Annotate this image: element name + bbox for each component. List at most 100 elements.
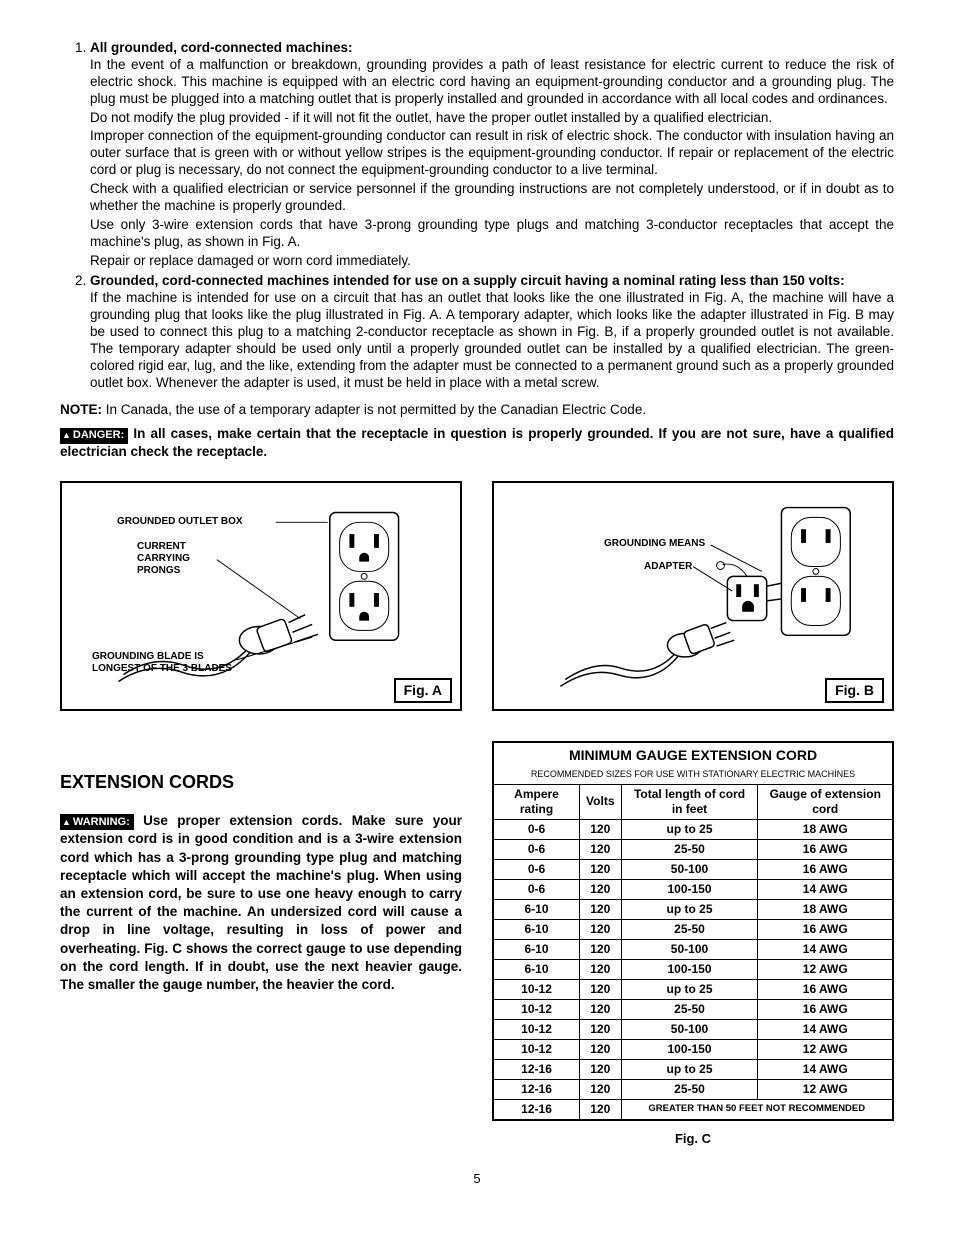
table-cell: 14 AWG — [758, 1019, 893, 1039]
table-row: 0-6120100-15014 AWG — [493, 879, 893, 899]
table-cell: 0-6 — [493, 839, 580, 859]
paragraph: Do not modify the plug provided - if it … — [90, 110, 894, 127]
table-cell: 25-50 — [621, 919, 758, 939]
table-cell: 120 — [580, 999, 621, 1019]
fig-a-text-1: GROUNDED OUTLET BOX — [117, 516, 243, 528]
table-cell: GREATER THAN 50 FEET NOT RECOMMENDED — [621, 1099, 893, 1120]
table-row: 0-612025-5016 AWG — [493, 839, 893, 859]
note-line: NOTE: In Canada, the use of a temporary … — [60, 402, 894, 419]
table-title: MINIMUM GAUGE EXTENSION CORD — [493, 742, 893, 767]
table-cell: 120 — [580, 1019, 621, 1039]
table-row: 10-1212025-5016 AWG — [493, 999, 893, 1019]
table-cell: 6-10 — [493, 899, 580, 919]
table-cell: 12-16 — [493, 1099, 580, 1120]
table-cell: 50-100 — [621, 859, 758, 879]
danger-line: DANGER: In all cases, make certain that … — [60, 426, 894, 461]
figure-b-svg — [494, 483, 892, 709]
figures-row: GROUNDED OUTLET BOX CURRENT CARRYING PRO… — [60, 481, 894, 711]
table-header: Gauge of extension cord — [758, 784, 893, 819]
figure-b: GROUNDING MEANS ADAPTER Fig. B — [492, 481, 894, 711]
table-row: 10-12120100-15012 AWG — [493, 1039, 893, 1059]
danger-badge: DANGER: — [60, 428, 128, 444]
table-row: 10-12120up to 2516 AWG — [493, 979, 893, 999]
table-cell: 100-150 — [621, 1039, 758, 1059]
table-row: 12-1612025-5012 AWG — [493, 1079, 893, 1099]
table-row: 12-16 120 GREATER THAN 50 FEET NOT RECOM… — [493, 1099, 893, 1120]
table-cell: 120 — [580, 979, 621, 999]
table-header: Volts — [580, 784, 621, 819]
table-cell: 120 — [580, 819, 621, 839]
note-label: NOTE: — [60, 402, 102, 417]
table-row: 12-16120up to 2514 AWG — [493, 1059, 893, 1079]
table-cell: 12-16 — [493, 1079, 580, 1099]
table-cell: 120 — [580, 1099, 621, 1120]
list-item-2: Grounded, cord-connected machines intend… — [90, 273, 894, 391]
table-header: Total length of cord in feet — [621, 784, 758, 819]
table-cell: 25-50 — [621, 839, 758, 859]
fig-a-text-2: CURRENT CARRYING PRONGS — [137, 541, 207, 577]
table-cell: 0-6 — [493, 879, 580, 899]
table-row: 6-1012050-10014 AWG — [493, 939, 893, 959]
table-cell: 6-10 — [493, 919, 580, 939]
table-cell: up to 25 — [621, 899, 758, 919]
table-cell: 25-50 — [621, 999, 758, 1019]
extension-text: Use proper extension cords. Make sure yo… — [60, 813, 462, 993]
table-cell: 10-12 — [493, 1019, 580, 1039]
table-cell: 50-100 — [621, 1019, 758, 1039]
fig-a-label: Fig. A — [394, 678, 452, 704]
fig-a-text-3: GROUNDING BLADE IS LONGEST OF THE 3 BLAD… — [92, 651, 252, 675]
table-cell: 120 — [580, 859, 621, 879]
danger-text: In all cases, make certain that the rece… — [60, 426, 894, 459]
table-cell: 12 AWG — [758, 959, 893, 979]
table-cell: 12-16 — [493, 1059, 580, 1079]
table-cell: 16 AWG — [758, 999, 893, 1019]
extension-heading: EXTENSION CORDS — [60, 771, 462, 794]
table-row: 6-10120100-15012 AWG — [493, 959, 893, 979]
table-cell: 16 AWG — [758, 979, 893, 999]
table-cell: 120 — [580, 1059, 621, 1079]
table-cell: 0-6 — [493, 859, 580, 879]
extension-cords-column: EXTENSION CORDS WARNING: Use proper exte… — [60, 741, 462, 1008]
table-cell: 12 AWG — [758, 1079, 893, 1099]
table-cell: 18 AWG — [758, 819, 893, 839]
paragraph: If the machine is intended for use on a … — [90, 290, 894, 391]
table-cell: 10-12 — [493, 999, 580, 1019]
table-cell: 100-150 — [621, 879, 758, 899]
table-cell: 16 AWG — [758, 859, 893, 879]
table-cell: 120 — [580, 939, 621, 959]
lower-section: EXTENSION CORDS WARNING: Use proper exte… — [60, 741, 894, 1147]
table-cell: 6-10 — [493, 939, 580, 959]
table-cell: 0-6 — [493, 819, 580, 839]
table-row: 0-6120up to 2518 AWG — [493, 819, 893, 839]
table-row: 0-612050-10016 AWG — [493, 859, 893, 879]
list-item-1: All grounded, cord-connected machines: I… — [90, 40, 894, 269]
table-row: 10-1212050-10014 AWG — [493, 1019, 893, 1039]
table-cell: up to 25 — [621, 1059, 758, 1079]
table-cell: up to 25 — [621, 979, 758, 999]
fig-b-label: Fig. B — [825, 678, 884, 704]
table-header: Ampere rating — [493, 784, 580, 819]
paragraph: Use only 3-wire extension cords that hav… — [90, 217, 894, 251]
table-subtitle: RECOMMENDED SIZES FOR USE WITH STATIONAR… — [493, 767, 893, 785]
table-cell: 14 AWG — [758, 939, 893, 959]
table-cell: 14 AWG — [758, 879, 893, 899]
note-text: In Canada, the use of a temporary adapte… — [106, 402, 646, 417]
table-cell: 120 — [580, 1039, 621, 1059]
fig-b-text-2: ADAPTER — [644, 561, 692, 573]
warning-badge: WARNING: — [60, 814, 134, 831]
fig-b-text-1: GROUNDING MEANS — [604, 538, 705, 550]
table-cell: 120 — [580, 1079, 621, 1099]
fig-c-label: Fig. C — [492, 1131, 894, 1147]
table-cell: 14 AWG — [758, 1059, 893, 1079]
table-row: 6-10120up to 2518 AWG — [493, 899, 893, 919]
table-cell: 18 AWG — [758, 899, 893, 919]
list-item-1-title: All grounded, cord-connected machines: — [90, 40, 353, 55]
paragraph: Improper connection of the equipment-gro… — [90, 128, 894, 179]
instruction-list: All grounded, cord-connected machines: I… — [60, 40, 894, 392]
table-cell: 10-12 — [493, 1039, 580, 1059]
table-cell: 120 — [580, 879, 621, 899]
list-item-2-title: Grounded, cord-connected machines intend… — [90, 273, 845, 288]
table-cell: 16 AWG — [758, 839, 893, 859]
gauge-table: MINIMUM GAUGE EXTENSION CORD RECOMMENDED… — [492, 741, 894, 1121]
table-cell: 120 — [580, 839, 621, 859]
